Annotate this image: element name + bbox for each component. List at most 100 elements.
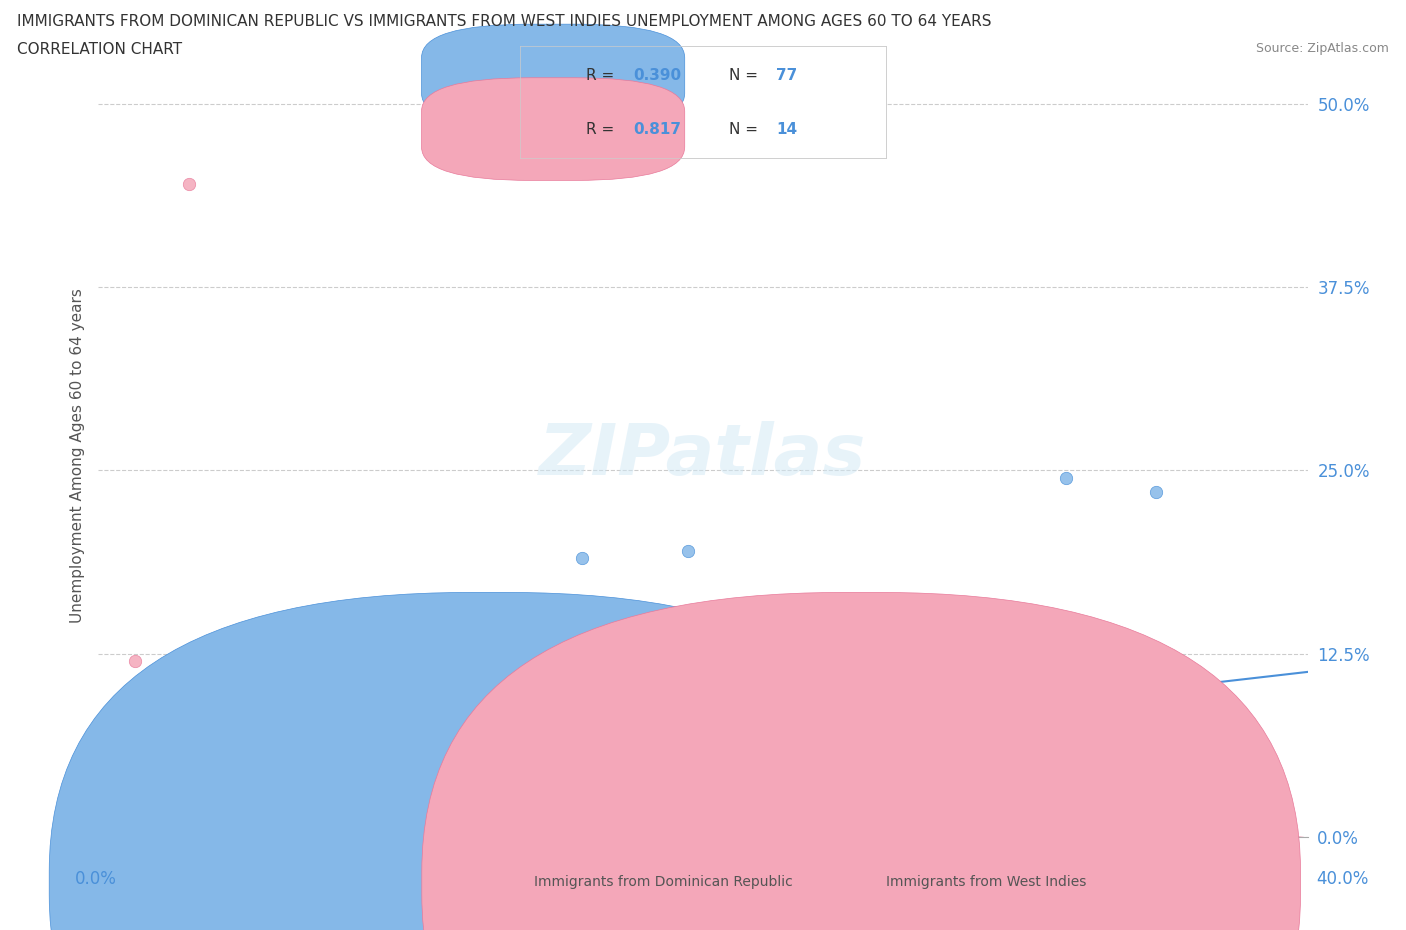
Point bbox=[245, 771, 267, 786]
Point bbox=[329, 800, 352, 815]
Point bbox=[323, 786, 346, 801]
FancyBboxPatch shape bbox=[422, 24, 685, 126]
Point bbox=[495, 778, 517, 793]
Point bbox=[214, 741, 236, 756]
Point bbox=[426, 741, 449, 756]
Point bbox=[413, 764, 436, 778]
Point bbox=[274, 727, 297, 742]
Point bbox=[239, 815, 262, 830]
Point bbox=[360, 786, 382, 801]
Point bbox=[1054, 471, 1077, 485]
Point bbox=[163, 786, 186, 801]
Point bbox=[269, 778, 291, 793]
Point bbox=[269, 800, 291, 815]
Point bbox=[844, 669, 866, 684]
Point bbox=[783, 778, 806, 793]
Point bbox=[450, 764, 472, 778]
Text: 0.0%: 0.0% bbox=[75, 870, 117, 887]
Point bbox=[555, 778, 578, 793]
Point bbox=[305, 756, 328, 771]
Text: R =: R = bbox=[586, 68, 619, 83]
Point bbox=[118, 727, 141, 742]
Point bbox=[153, 771, 176, 786]
Point bbox=[163, 807, 186, 822]
Text: 14: 14 bbox=[776, 122, 797, 137]
Text: 0.817: 0.817 bbox=[634, 122, 682, 137]
Point bbox=[828, 756, 851, 771]
Point bbox=[292, 771, 315, 786]
Point bbox=[232, 778, 254, 793]
Point bbox=[661, 786, 683, 801]
Point bbox=[481, 793, 503, 808]
Point bbox=[571, 551, 593, 565]
Point bbox=[994, 778, 1017, 793]
Point bbox=[813, 764, 835, 778]
Point bbox=[526, 741, 548, 756]
Point bbox=[344, 764, 367, 778]
Point bbox=[374, 771, 396, 786]
Point bbox=[118, 800, 141, 815]
Point bbox=[723, 771, 745, 786]
Point bbox=[965, 771, 987, 786]
Point bbox=[692, 778, 714, 793]
Text: N =: N = bbox=[728, 68, 762, 83]
Point bbox=[179, 177, 201, 192]
Text: Immigrants from West Indies: Immigrants from West Indies bbox=[886, 874, 1087, 889]
Point bbox=[631, 749, 654, 764]
FancyBboxPatch shape bbox=[422, 78, 685, 180]
Point bbox=[314, 800, 336, 815]
Point bbox=[1024, 661, 1046, 676]
Text: ZIPatlas: ZIPatlas bbox=[540, 421, 866, 490]
Point bbox=[602, 786, 624, 801]
Text: 40.0%: 40.0% bbox=[1316, 870, 1369, 887]
Point bbox=[335, 807, 357, 822]
Point bbox=[253, 793, 276, 808]
Text: R =: R = bbox=[586, 122, 619, 137]
Point bbox=[616, 771, 638, 786]
Point bbox=[405, 756, 427, 771]
Point bbox=[184, 807, 207, 822]
Point bbox=[676, 543, 699, 558]
Point bbox=[132, 778, 155, 793]
Point bbox=[208, 793, 231, 808]
Point bbox=[179, 756, 201, 771]
Point bbox=[752, 786, 775, 801]
Point bbox=[389, 778, 412, 793]
Point bbox=[510, 771, 533, 786]
Point bbox=[263, 786, 285, 801]
Point bbox=[366, 800, 388, 815]
Text: 77: 77 bbox=[776, 68, 797, 83]
Point bbox=[904, 778, 927, 793]
Point bbox=[193, 764, 215, 778]
Point bbox=[299, 793, 322, 808]
Point bbox=[124, 815, 146, 830]
Point bbox=[111, 764, 134, 778]
Point bbox=[395, 807, 418, 822]
Point bbox=[284, 778, 307, 793]
Point bbox=[124, 654, 146, 669]
Point bbox=[647, 793, 669, 808]
Point bbox=[202, 786, 225, 801]
Point bbox=[148, 807, 170, 822]
Point bbox=[132, 749, 155, 764]
Point bbox=[873, 764, 896, 778]
Point bbox=[172, 800, 194, 815]
Text: CORRELATION CHART: CORRELATION CHART bbox=[17, 42, 181, 57]
Y-axis label: Unemployment Among Ages 60 to 64 years: Unemployment Among Ages 60 to 64 years bbox=[69, 288, 84, 623]
Point bbox=[465, 756, 488, 771]
Point bbox=[934, 756, 956, 771]
Point bbox=[253, 749, 276, 764]
Point bbox=[103, 807, 125, 822]
Point bbox=[142, 786, 165, 801]
Point bbox=[96, 815, 118, 830]
Point bbox=[353, 756, 375, 771]
Text: N =: N = bbox=[728, 122, 762, 137]
Point bbox=[540, 800, 562, 815]
Point bbox=[384, 720, 406, 735]
Text: IMMIGRANTS FROM DOMINICAN REPUBLIC VS IMMIGRANTS FROM WEST INDIES UNEMPLOYMENT A: IMMIGRANTS FROM DOMINICAN REPUBLIC VS IM… bbox=[17, 14, 991, 29]
Point bbox=[768, 756, 790, 771]
Point bbox=[224, 800, 246, 815]
Point bbox=[586, 764, 609, 778]
Point bbox=[142, 793, 165, 808]
Point bbox=[434, 786, 457, 801]
